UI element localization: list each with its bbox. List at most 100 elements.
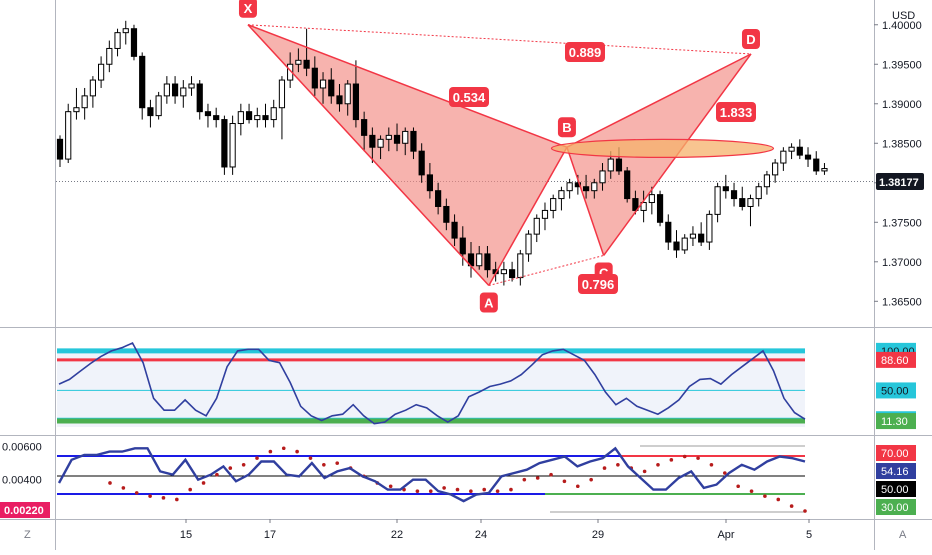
osc2-value-badge xyxy=(876,445,916,461)
price-tick-label: 1.37500 xyxy=(882,217,922,229)
candle-up xyxy=(229,123,236,168)
candle-down xyxy=(393,134,401,144)
osc2-dot xyxy=(175,497,179,502)
osc2-dot xyxy=(495,489,500,494)
osc2-dot xyxy=(388,484,393,489)
osc2-dot xyxy=(575,484,580,489)
osc2-value-badge xyxy=(876,499,916,515)
osc2-dot xyxy=(509,487,513,492)
candle-down xyxy=(171,83,179,97)
price-tick-label: 1.40000 xyxy=(882,20,922,32)
point-x-label-bg xyxy=(238,0,257,18)
candle-down xyxy=(147,107,154,117)
pattern-target-zone xyxy=(550,138,775,159)
osc2-dot xyxy=(562,479,567,484)
osc2-dot xyxy=(215,472,219,477)
point-d-label: D xyxy=(746,32,755,47)
osc2-dot xyxy=(148,494,152,498)
candle-down xyxy=(443,205,450,223)
candle-up xyxy=(98,63,105,81)
point-a-label: A xyxy=(484,295,494,310)
candle-down xyxy=(426,174,433,192)
osc2-dot xyxy=(268,449,273,454)
pattern-leg-ab xyxy=(488,146,568,286)
candle-up xyxy=(821,168,828,172)
ratio-ab-label: 0.534 xyxy=(453,90,486,105)
candle-down xyxy=(130,28,138,57)
candle-down xyxy=(361,119,368,136)
candle-up xyxy=(541,209,549,219)
osc2-dot xyxy=(201,481,206,485)
auto-scale-button[interactable]: A xyxy=(899,529,907,541)
candle-down xyxy=(328,79,335,97)
candle-down xyxy=(139,55,146,109)
candle-down xyxy=(410,130,417,152)
time-tick-label: 17 xyxy=(264,529,276,541)
time-tick-label: 24 xyxy=(475,529,487,541)
pattern-leg-xb xyxy=(247,24,568,148)
zoom-z-button[interactable]: Z xyxy=(24,529,31,541)
candle-up xyxy=(607,158,614,172)
candle-up xyxy=(163,83,170,97)
ratio-bd-label: 1.833 xyxy=(720,105,753,120)
time-tick-label: 22 xyxy=(391,529,403,541)
point-b-label: B xyxy=(562,120,571,135)
candle-down xyxy=(484,253,491,271)
candle-down xyxy=(632,198,639,211)
candle-up xyxy=(780,150,787,164)
candle-up xyxy=(81,95,88,109)
osc1-level-label: 88.60 xyxy=(881,355,909,367)
candle-up xyxy=(517,253,524,279)
osc2-value-label: 50.00 xyxy=(881,484,909,496)
osc1-level-badge xyxy=(876,351,916,368)
osc2-dot xyxy=(656,462,660,467)
candle-down xyxy=(196,83,203,113)
candle-up xyxy=(533,217,540,235)
candle-down xyxy=(739,198,746,207)
candle-up xyxy=(747,198,754,207)
osc2-value-label: 30.00 xyxy=(881,502,909,514)
osc2-dot xyxy=(723,471,727,475)
osc2-dot xyxy=(709,462,714,467)
osc2-value-badge xyxy=(876,481,916,497)
osc2-dot xyxy=(589,477,593,482)
osc2-y-tick: 0.00600 xyxy=(2,442,42,454)
osc2-dot xyxy=(295,449,299,454)
osc2-dot xyxy=(763,494,767,498)
point-b-label-bg xyxy=(557,117,576,138)
osc2-y-tick: 0.00400 xyxy=(2,475,42,487)
candle-up xyxy=(763,174,771,188)
candle-down xyxy=(352,83,360,121)
candle-down xyxy=(369,134,376,148)
candle-up xyxy=(402,130,409,144)
candle-up xyxy=(706,213,713,243)
candle-up xyxy=(500,269,507,275)
osc2-dot xyxy=(682,454,687,459)
pattern-leg-bc xyxy=(566,146,605,256)
candle-up xyxy=(106,47,113,65)
osc2-dot xyxy=(696,456,700,460)
osc2-dot xyxy=(134,491,139,495)
candle-up xyxy=(599,170,606,184)
ratio-ab-label-bg xyxy=(449,87,489,107)
candle-up xyxy=(122,28,129,34)
osc2-dot xyxy=(161,496,166,500)
osc2-dot xyxy=(602,466,607,470)
candle-up xyxy=(295,59,302,65)
candle-down xyxy=(656,194,664,223)
candle-up xyxy=(476,253,483,267)
price-tick-label: 1.39000 xyxy=(882,99,922,111)
candle-up xyxy=(65,111,72,160)
osc2-dot xyxy=(428,489,433,494)
candle-up xyxy=(344,83,351,105)
candle-down xyxy=(813,158,820,172)
osc2-value-label: 54.16 xyxy=(881,466,909,478)
candle-up xyxy=(566,182,573,192)
time-tick-label: 5 xyxy=(806,529,812,541)
time-tick-label: 29 xyxy=(592,529,604,541)
last-price-badge xyxy=(876,173,924,190)
candle-down xyxy=(221,119,228,168)
candle-up xyxy=(640,202,647,211)
candle-up xyxy=(591,182,598,192)
